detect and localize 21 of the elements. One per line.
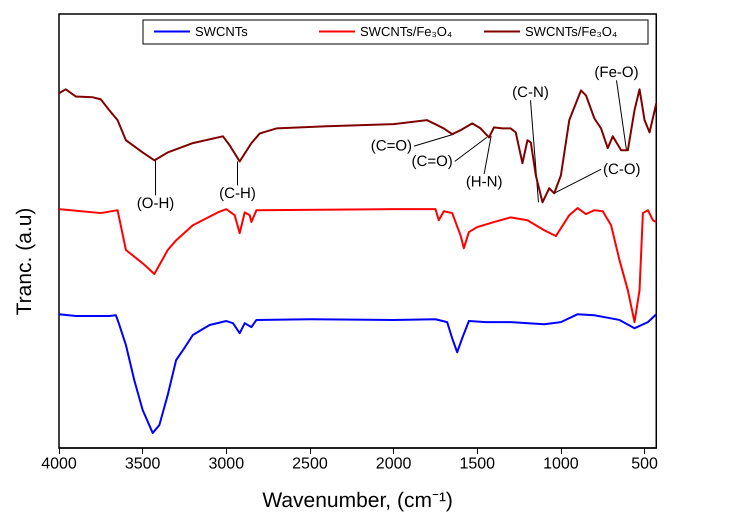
annotation: (H-N)	[466, 173, 502, 190]
legend-label: SWCNTs/Fe₃O₄	[525, 24, 618, 39]
legend-label: SWCNTs	[195, 24, 248, 39]
x-tick-label: 2500	[292, 456, 328, 472]
x-tick-label: 1500	[459, 456, 496, 472]
annotation: (O-H)	[136, 194, 174, 212]
x-tick-label: 3000	[208, 456, 244, 472]
annotation: (C-O)	[603, 160, 641, 178]
x-tick-label: 500	[631, 456, 658, 472]
annotation: (C=O)	[412, 152, 453, 170]
annotation: (C-H)	[219, 184, 256, 202]
x-tick-label: 3500	[124, 456, 161, 472]
x-tick-label: 2000	[376, 456, 412, 472]
annotation: (Fe-O)	[594, 64, 639, 81]
y-axis-title: Tranc. (a.u)	[13, 208, 36, 316]
x-axis-title: Wavenumber, (cm⁻¹)	[262, 489, 453, 512]
annotation: (C=O)	[370, 138, 412, 155]
x-tick-label: 4000	[41, 456, 77, 472]
x-tick-label: 1000	[543, 456, 579, 472]
annotation: (C-N)	[512, 84, 549, 101]
legend-label: SWCNTs/Fe₃O₄	[360, 24, 452, 39]
